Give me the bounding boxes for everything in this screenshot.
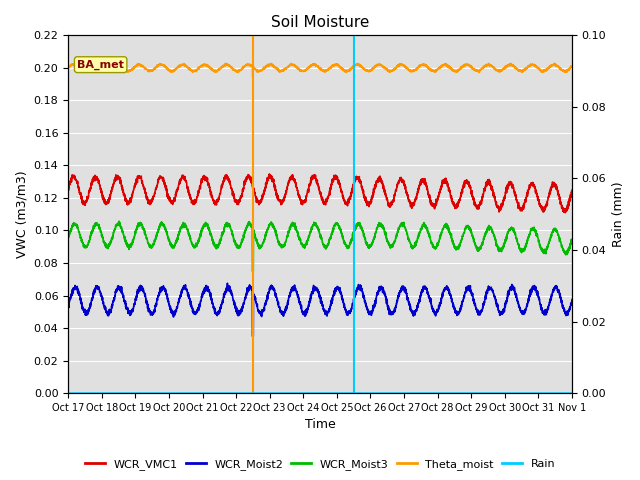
WCR_Moist3 <box>64 235 72 241</box>
WCR_VMC1 <box>266 171 273 177</box>
Line: WCR_Moist3: WCR_Moist3 <box>68 221 572 271</box>
Rain <box>152 390 159 396</box>
WCR_Moist3 <box>152 235 159 240</box>
Theta_moist <box>152 65 159 71</box>
Rain <box>257 390 265 396</box>
Rain <box>122 390 129 396</box>
WCR_Moist3 <box>280 243 287 249</box>
WCR_VMC1 <box>122 197 129 203</box>
WCR_VMC1 <box>152 186 159 192</box>
WCR_Moist2 <box>504 292 512 298</box>
WCR_Moist3 <box>258 243 266 249</box>
Theta_moist <box>280 66 287 72</box>
WCR_Moist2 <box>64 303 72 309</box>
WCR_Moist2 <box>248 333 256 339</box>
WCR_VMC1 <box>504 183 512 189</box>
Rain <box>279 390 287 396</box>
Rain <box>504 390 511 396</box>
WCR_Moist3 <box>568 237 576 242</box>
Theta_moist <box>64 65 72 71</box>
Theta_moist <box>504 62 512 68</box>
Rain <box>568 390 576 396</box>
WCR_Moist3 <box>248 268 256 274</box>
Theta_moist <box>258 67 266 73</box>
Line: WCR_VMC1: WCR_VMC1 <box>68 174 572 213</box>
WCR_Moist2 <box>122 304 129 310</box>
WCR_Moist2 <box>568 297 576 302</box>
Y-axis label: Rain (mm): Rain (mm) <box>612 181 625 247</box>
WCR_Moist2 <box>280 313 287 319</box>
Rain <box>64 390 72 396</box>
Line: WCR_Moist2: WCR_Moist2 <box>68 283 572 336</box>
Theta_moist <box>122 68 129 73</box>
Theta_moist <box>568 63 576 69</box>
Legend: WCR_VMC1, WCR_Moist2, WCR_Moist3, Theta_moist, Rain: WCR_VMC1, WCR_Moist2, WCR_Moist3, Theta_… <box>81 455 559 474</box>
WCR_Moist3 <box>122 238 130 243</box>
Theta_moist <box>559 67 566 73</box>
WCR_VMC1 <box>568 187 576 193</box>
Y-axis label: VWC (m3/m3): VWC (m3/m3) <box>15 170 28 258</box>
WCR_Moist2 <box>559 303 566 309</box>
WCR_VMC1 <box>257 199 265 204</box>
WCR_Moist2 <box>152 302 159 308</box>
WCR_VMC1 <box>561 210 569 216</box>
Theta_moist <box>221 60 229 66</box>
WCR_VMC1 <box>64 185 72 191</box>
X-axis label: Time: Time <box>305 419 335 432</box>
Rain <box>558 390 566 396</box>
Theta_moist <box>249 75 257 81</box>
WCR_Moist3 <box>504 230 512 236</box>
Title: Soil Moisture: Soil Moisture <box>271 15 369 30</box>
WCR_Moist2 <box>223 280 231 286</box>
WCR_Moist3 <box>115 218 123 224</box>
WCR_VMC1 <box>280 199 287 204</box>
Line: Theta_moist: Theta_moist <box>68 63 572 78</box>
WCR_Moist2 <box>258 313 266 319</box>
WCR_VMC1 <box>558 203 566 209</box>
WCR_Moist3 <box>559 245 566 251</box>
Text: BA_met: BA_met <box>77 60 124 70</box>
